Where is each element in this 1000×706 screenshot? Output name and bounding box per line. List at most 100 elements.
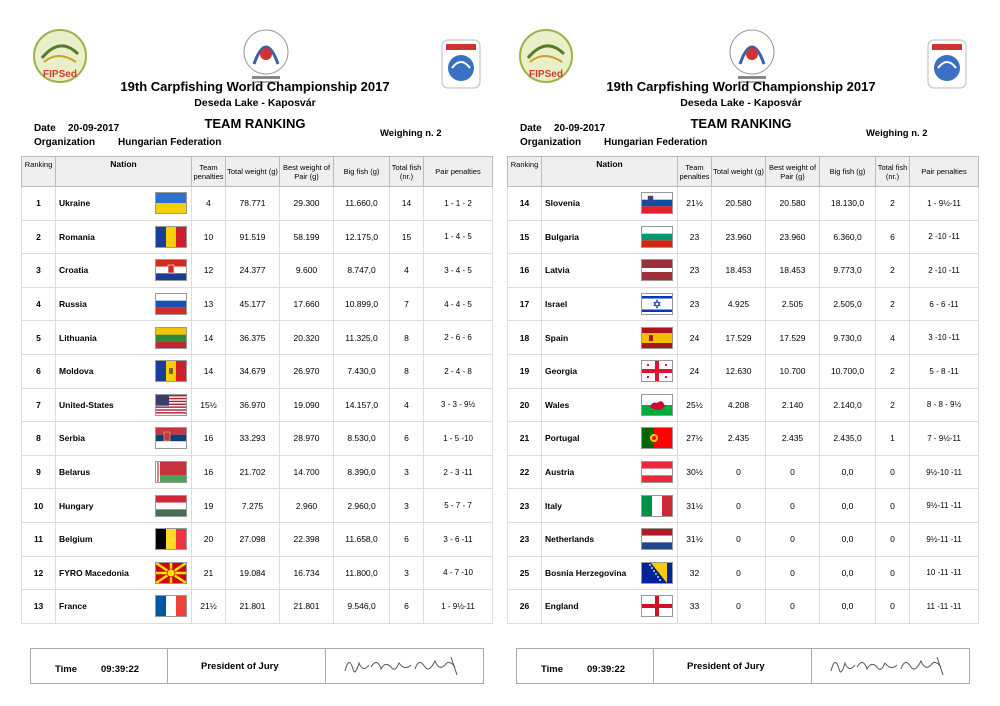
rank-cell: 12: [21, 556, 56, 591]
table-row: 22 Austria 30½ 0 0 0,0 0 9½-10 -11: [507, 455, 980, 490]
total-weight-cell: 21.801: [225, 589, 281, 624]
flag-cell: [151, 354, 193, 389]
flag-cell: [151, 488, 193, 523]
nation-name: Romania: [55, 220, 152, 255]
team-penalties-cell: 13: [191, 287, 227, 322]
rank-cell: 17: [507, 287, 542, 322]
big-fish-cell: 9.546,0: [333, 589, 391, 624]
nation-name: Italy: [541, 488, 638, 523]
big-fish-cell: 0,0: [819, 589, 877, 624]
nation-name: Bulgaria: [541, 220, 638, 255]
big-fish-cell: 9.730,0: [819, 320, 877, 355]
total-weight-cell: 18.453: [711, 253, 767, 288]
flag-cell: [637, 556, 679, 591]
rank-cell: 13: [21, 589, 56, 624]
best-weight-cell: 0: [765, 589, 821, 624]
venue-subtitle: Deseda Lake - Kaposvár: [680, 97, 802, 109]
hungary-flag-icon: [155, 494, 188, 517]
team-penalties-cell: 21: [191, 556, 227, 591]
france-flag-icon: [155, 595, 188, 618]
ranking-title: TEAM RANKING: [690, 116, 792, 131]
fipsed-logo: FIPSed: [519, 29, 573, 83]
team-penalties-cell: 33: [677, 589, 713, 624]
nation-name: Ukraine: [55, 186, 152, 221]
organization-value: Hungarian Federation: [604, 137, 708, 148]
total-weight-cell: 0: [711, 488, 767, 523]
flag-cell: [637, 488, 679, 523]
rank-cell: 22: [507, 455, 542, 490]
team-penalties-cell: 14: [191, 354, 227, 389]
championship-title: 19th Carpfishing World Championship 2017: [606, 79, 876, 94]
time-value: 09:39:22: [587, 664, 626, 675]
flag-cell: [151, 522, 193, 557]
pair-penalties-cell: 2 - 6 - 6: [423, 320, 494, 355]
table-row: 16 Latvia 23 18.453 18.453 9.773,0 2 2 -10 -11: [507, 253, 980, 288]
table-row: 6 Moldova 14 34.679 26.970 7.430,0 8 2 - 4 - 8: [21, 354, 494, 389]
usa-flag-icon: [155, 393, 188, 416]
table-row: 5 Lithuania 14 36.375 20.320 11.325,0 8 2 - 6 -…: [21, 320, 494, 355]
total-weight-cell: 20.580: [711, 186, 767, 221]
total-weight-cell: 36.375: [225, 320, 281, 355]
pair-penalties-cell: 10 -11 -11: [909, 556, 980, 591]
nation-name: Latvia: [541, 253, 638, 288]
time-label: Time: [541, 664, 564, 675]
flag-cell: [151, 556, 193, 591]
total-fish-cell: 2: [875, 354, 911, 389]
best-weight-cell: 0: [765, 455, 821, 490]
best-weight-cell: 20.580: [765, 186, 821, 221]
big-fish-cell: 14.157,0: [333, 388, 391, 423]
total-fish-cell: 7: [389, 287, 425, 322]
rank-cell: 11: [21, 522, 56, 557]
weighing-number: Weighing n. 2: [866, 128, 928, 139]
footer-divider: [811, 649, 812, 683]
rank-cell: 25: [507, 556, 542, 591]
pair-penalties-cell: 7 - 9½-11: [909, 421, 980, 456]
total-fish-cell: 14: [389, 186, 425, 221]
table-row: 12 FYRO Macedonia 21 19.084 16.734 11.800,0 3 4…: [21, 556, 494, 591]
table-row: 21 Portugal 27½ 2.435 2.435 2.435,0 1 7 - 9½-11: [507, 421, 980, 456]
pair-penalties-cell: 1 - 5 -10: [423, 421, 494, 456]
table-row: 26 England 33 0 0 0,0 0 11 -11 -11: [507, 589, 980, 624]
footer-divider: [325, 649, 326, 683]
date-value: 20-09-2017: [68, 123, 120, 134]
table-header-row: Ranking Nation Team penalties Total weig…: [21, 156, 494, 187]
pair-penalties-cell: 9½-10 -11: [909, 455, 980, 490]
table-row: 11 Belgium 20 27.098 22.398 11.658,0 6 3 - 6 -1…: [21, 522, 494, 557]
rank-cell: 6: [21, 354, 56, 389]
total-fish-cell: 8: [389, 354, 425, 389]
best-weight-cell: 21.801: [279, 589, 335, 624]
president-label: President of Jury: [201, 661, 279, 672]
col-big-fish: Big fish (g): [333, 156, 391, 187]
total-fish-cell: 3: [389, 455, 425, 490]
moldova-flag-icon: [155, 360, 188, 383]
austria-flag-icon: [641, 461, 674, 484]
flag-cell: [637, 253, 679, 288]
table-row: 19 Georgia 24 12.630 10.700 10.700,0 2 5 - 8 -1…: [507, 354, 980, 389]
team-penalties-cell: 19: [191, 488, 227, 523]
pair-penalties-cell: 1 - 4 - 5: [423, 220, 494, 255]
nation-name: Belgium: [55, 522, 152, 557]
team-penalties-cell: 20: [191, 522, 227, 557]
best-weight-cell: 14.700: [279, 455, 335, 490]
nation-name: England: [541, 589, 638, 624]
latvia-flag-icon: [641, 259, 674, 282]
big-fish-cell: 12.175,0: [333, 220, 391, 255]
flag-cell: [637, 522, 679, 557]
col-nation: Nation: [540, 156, 679, 187]
total-fish-cell: 6: [875, 220, 911, 255]
nation-name: Russia: [55, 287, 152, 322]
championship-logo: [243, 29, 289, 83]
table-row: 3 Croatia 12 24.377 9.600 8.747,0 4 3 - 4 - 5: [21, 253, 494, 288]
total-weight-cell: 33.293: [225, 421, 281, 456]
morosz-logo: [927, 39, 967, 89]
best-weight-cell: 19.090: [279, 388, 335, 423]
big-fish-cell: 10.700,0: [819, 354, 877, 389]
belgium-flag-icon: [155, 528, 188, 551]
venue-subtitle: Deseda Lake - Kaposvár: [194, 97, 316, 109]
slovenia-flag-icon: [641, 192, 674, 215]
total-fish-cell: 15: [389, 220, 425, 255]
nation-name: Slovenia: [541, 186, 638, 221]
pair-penalties-cell: 1 - 1 - 2: [423, 186, 494, 221]
flag-cell: [637, 388, 679, 423]
nation-name: Wales: [541, 388, 638, 423]
